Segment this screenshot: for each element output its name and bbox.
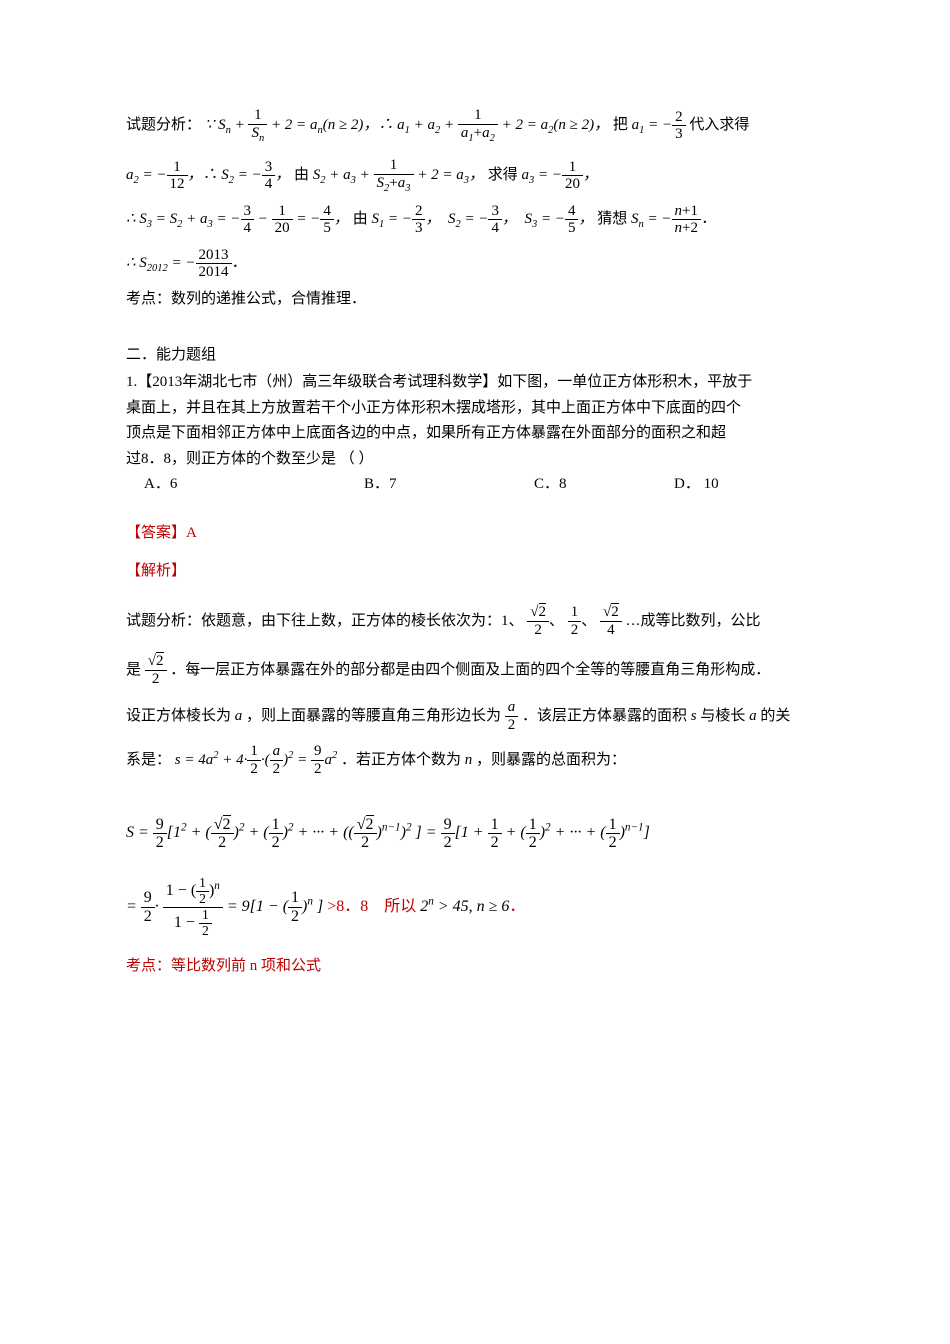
a-line2-post: ．每一层正方体暴露在外的部分都是由四个侧面及上面的四个全等的等腰直角三角形构成． <box>170 662 770 678</box>
cond-red: >8．8 所以 <box>327 898 420 915</box>
a-line1-pre: 试题分析：依题意，由下往上数，正方体的棱长依次为：1、 <box>126 613 524 629</box>
a-l4-end: ，则暴露的总面积为： <box>476 752 626 768</box>
a-l4-pre: 系是： <box>126 752 171 768</box>
answer-line: 【答案】A <box>126 522 820 545</box>
q1-line4: 过8．8，则正方体的个数至少是 （ ） <box>126 448 820 471</box>
answer-val: A <box>186 525 197 541</box>
math-inline: ∵ Sn + 1Sn + 2 = an(n ≥ 2)，∴ a1 + a2 + 1… <box>205 117 609 133</box>
a-l3-m3: 与棱长 <box>700 708 745 724</box>
opt-d: D． 10 <box>674 473 719 496</box>
q1-line1: 1.【2013年湖北七市（州）高三年级联合考试理科数学】如下图，一单位正方体形积… <box>126 371 820 394</box>
analysis-block-1: 试题分析： ∵ Sn + 1Sn + 2 = an(n ≥ 2)，∴ a1 + … <box>126 104 820 311</box>
prefix: 试题分析： <box>126 117 201 133</box>
var-a: a <box>235 708 243 724</box>
a-l3-m1: ，则上面暴露的等腰直角三角形边长为 <box>246 708 501 724</box>
line-1: 试题分析： ∵ Sn + 1Sn + 2 = an(n ≥ 2)，∴ a1 + … <box>126 104 820 146</box>
kaodian-1: 考点：数列的递推公式，合情推理． <box>126 288 820 311</box>
var-s: s <box>691 708 697 724</box>
q1-line3: 顶点是下面相邻正方体中上底面各边的中点，如果所有正方体暴露在外面部分的面积之和超 <box>126 422 820 445</box>
opt-c: C．8 <box>534 473 674 496</box>
a-line1: 试题分析：依题意，由下往上数，正方体的棱长依次为：1、 √22、 12、 √24… <box>126 602 820 641</box>
a-l3-m2: ．该层正方体暴露的面积 <box>522 708 687 724</box>
opt-a: A．6 <box>144 473 364 496</box>
a-line2: 是 √22 ．每一层正方体暴露在外的部分都是由四个侧面及上面的四个全等的等腰直角… <box>126 649 820 691</box>
big-equation-2: = 92· 1 − (12)n 1 − 12 = 9[1 − (12)n ] >… <box>126 876 820 939</box>
a-line4: 系是： s = 4a2 + 4·12·(a2)2 = 92a2 ．若正方体个数为… <box>126 741 820 780</box>
opt-b: B．7 <box>364 473 534 496</box>
a-line1-post: …成等比数列，公比 <box>626 613 761 629</box>
section-title: 二．能力题组 <box>126 344 820 367</box>
q1-source: 1.【2013年湖北七市（州）高三年级联合考试理科数学】 <box>126 374 497 390</box>
q1-line2: 桌面上，并且在其上方放置若干个小正方体形积木摆成塔形，其中上面正方体中下底面的四… <box>126 397 820 420</box>
var-a2: a <box>749 708 757 724</box>
q1-text1: 如下图，一单位正方体形积木，平放于 <box>497 374 752 390</box>
line-2: a2 = −112，∴ S2 = −34， 由 S2 + a3 + 1S2+a3… <box>126 156 820 195</box>
analysis-block-2: 试题分析：依题意，由下往上数，正方体的棱长依次为：1、 √22、 12、 √24… <box>126 602 820 978</box>
a-line2-pre: 是 <box>126 662 141 678</box>
answer-label: 【答案】 <box>126 525 186 541</box>
line-4: ∴ S2012 = −20132014． <box>126 244 820 283</box>
kaodian-2: 考点：等比数列前 n 项和公式 <box>126 955 820 978</box>
a-l4-mid: ．若正方体个数为 <box>341 752 461 768</box>
jiexi-label: 【解析】 <box>126 560 820 583</box>
a-l3-pre: 设正方体棱长为 <box>126 708 231 724</box>
line-3: ∴ S3 = S2 + a3 = −34 − 120 = −45， 由 S1 =… <box>126 200 820 239</box>
options-row: A．6 B．7 C．8 D． 10 <box>126 473 820 496</box>
question-1: 1.【2013年湖北七市（州）高三年级联合考试理科数学】如下图，一单位正方体形积… <box>126 371 820 496</box>
a-line3: 设正方体棱长为 a ，则上面暴露的等腰直角三角形边长为 a2 ．该层正方体暴露的… <box>126 697 820 736</box>
big-equation-1: S = 92[12 + (√22)2 + (12)2 + ··· + ((√22… <box>126 816 820 852</box>
a-l3-end: 的关 <box>760 708 790 724</box>
var-n: n <box>465 752 473 768</box>
